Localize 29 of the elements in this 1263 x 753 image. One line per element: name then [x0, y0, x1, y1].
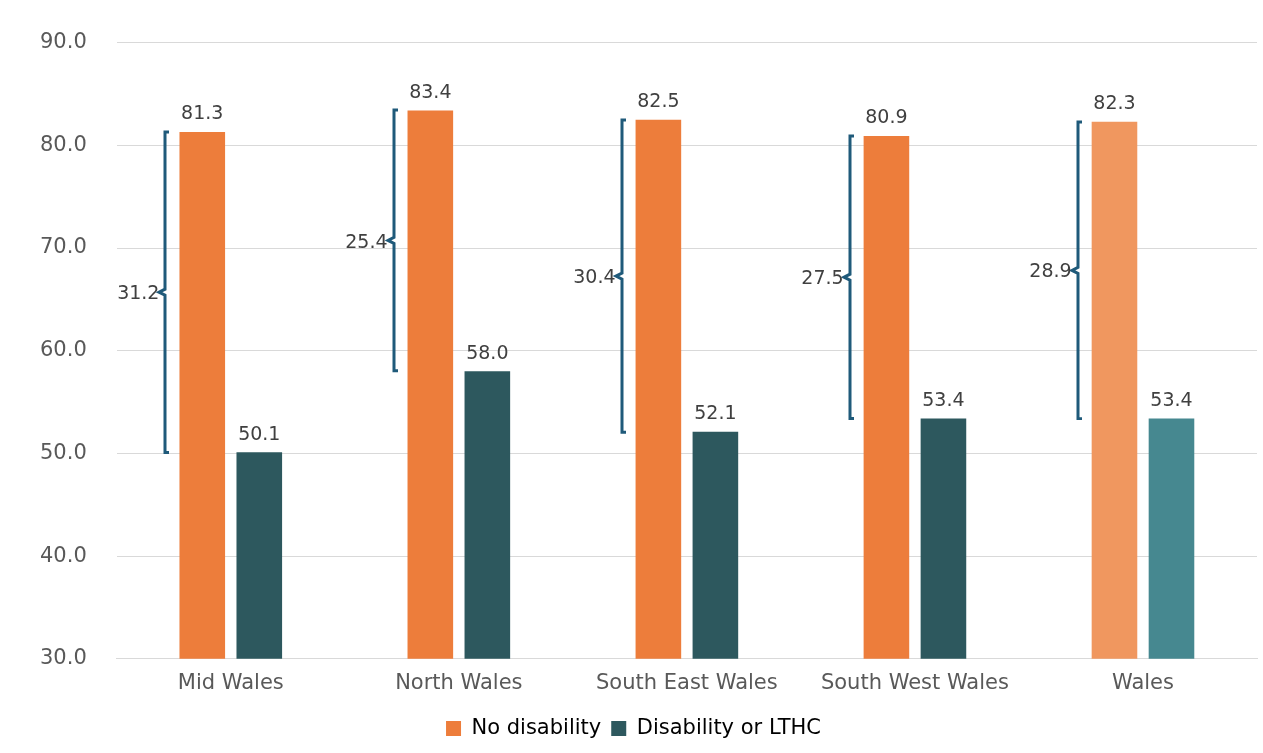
y-tick-label: 40.0: [39, 542, 87, 567]
x-tick-label: North Wales: [395, 669, 523, 694]
annotation: 25.4: [345, 229, 388, 252]
annotation: 31.2: [117, 281, 160, 304]
data-label: 58.0: [466, 340, 509, 363]
data-label: 52.1: [694, 401, 737, 424]
data-label: 82.5: [637, 89, 680, 112]
annotation: 28.9: [1029, 259, 1072, 282]
x-tick-label: Wales: [1111, 669, 1174, 694]
y-tick-label: 70.0: [39, 234, 87, 259]
y-tick-label: 80.0: [39, 131, 87, 156]
y-tick-label: 30.0: [39, 645, 87, 670]
data-label: 81.3: [181, 101, 224, 124]
data-label: 50.1: [238, 421, 281, 444]
annotation: 27.5: [801, 266, 844, 289]
y-tick-label: 50.0: [39, 439, 87, 464]
legend-label: No disability: [471, 714, 602, 739]
x-tick-label: Mid Wales: [177, 669, 284, 694]
data-label: 83.4: [409, 79, 452, 102]
data-label: 82.3: [1093, 91, 1136, 114]
annotation: 30.4: [573, 264, 616, 287]
x-tick-label: South West Wales: [820, 669, 1009, 694]
legend-label: Disability or LTHC: [636, 714, 821, 739]
y-tick-label: 90.0: [39, 29, 87, 54]
y-tick-label: 60.0: [39, 337, 87, 362]
x-tick-label: South East Wales: [596, 669, 778, 694]
data-label: 53.4: [922, 387, 965, 410]
data-label: 53.4: [1150, 387, 1193, 410]
data-label: 80.9: [865, 105, 908, 128]
